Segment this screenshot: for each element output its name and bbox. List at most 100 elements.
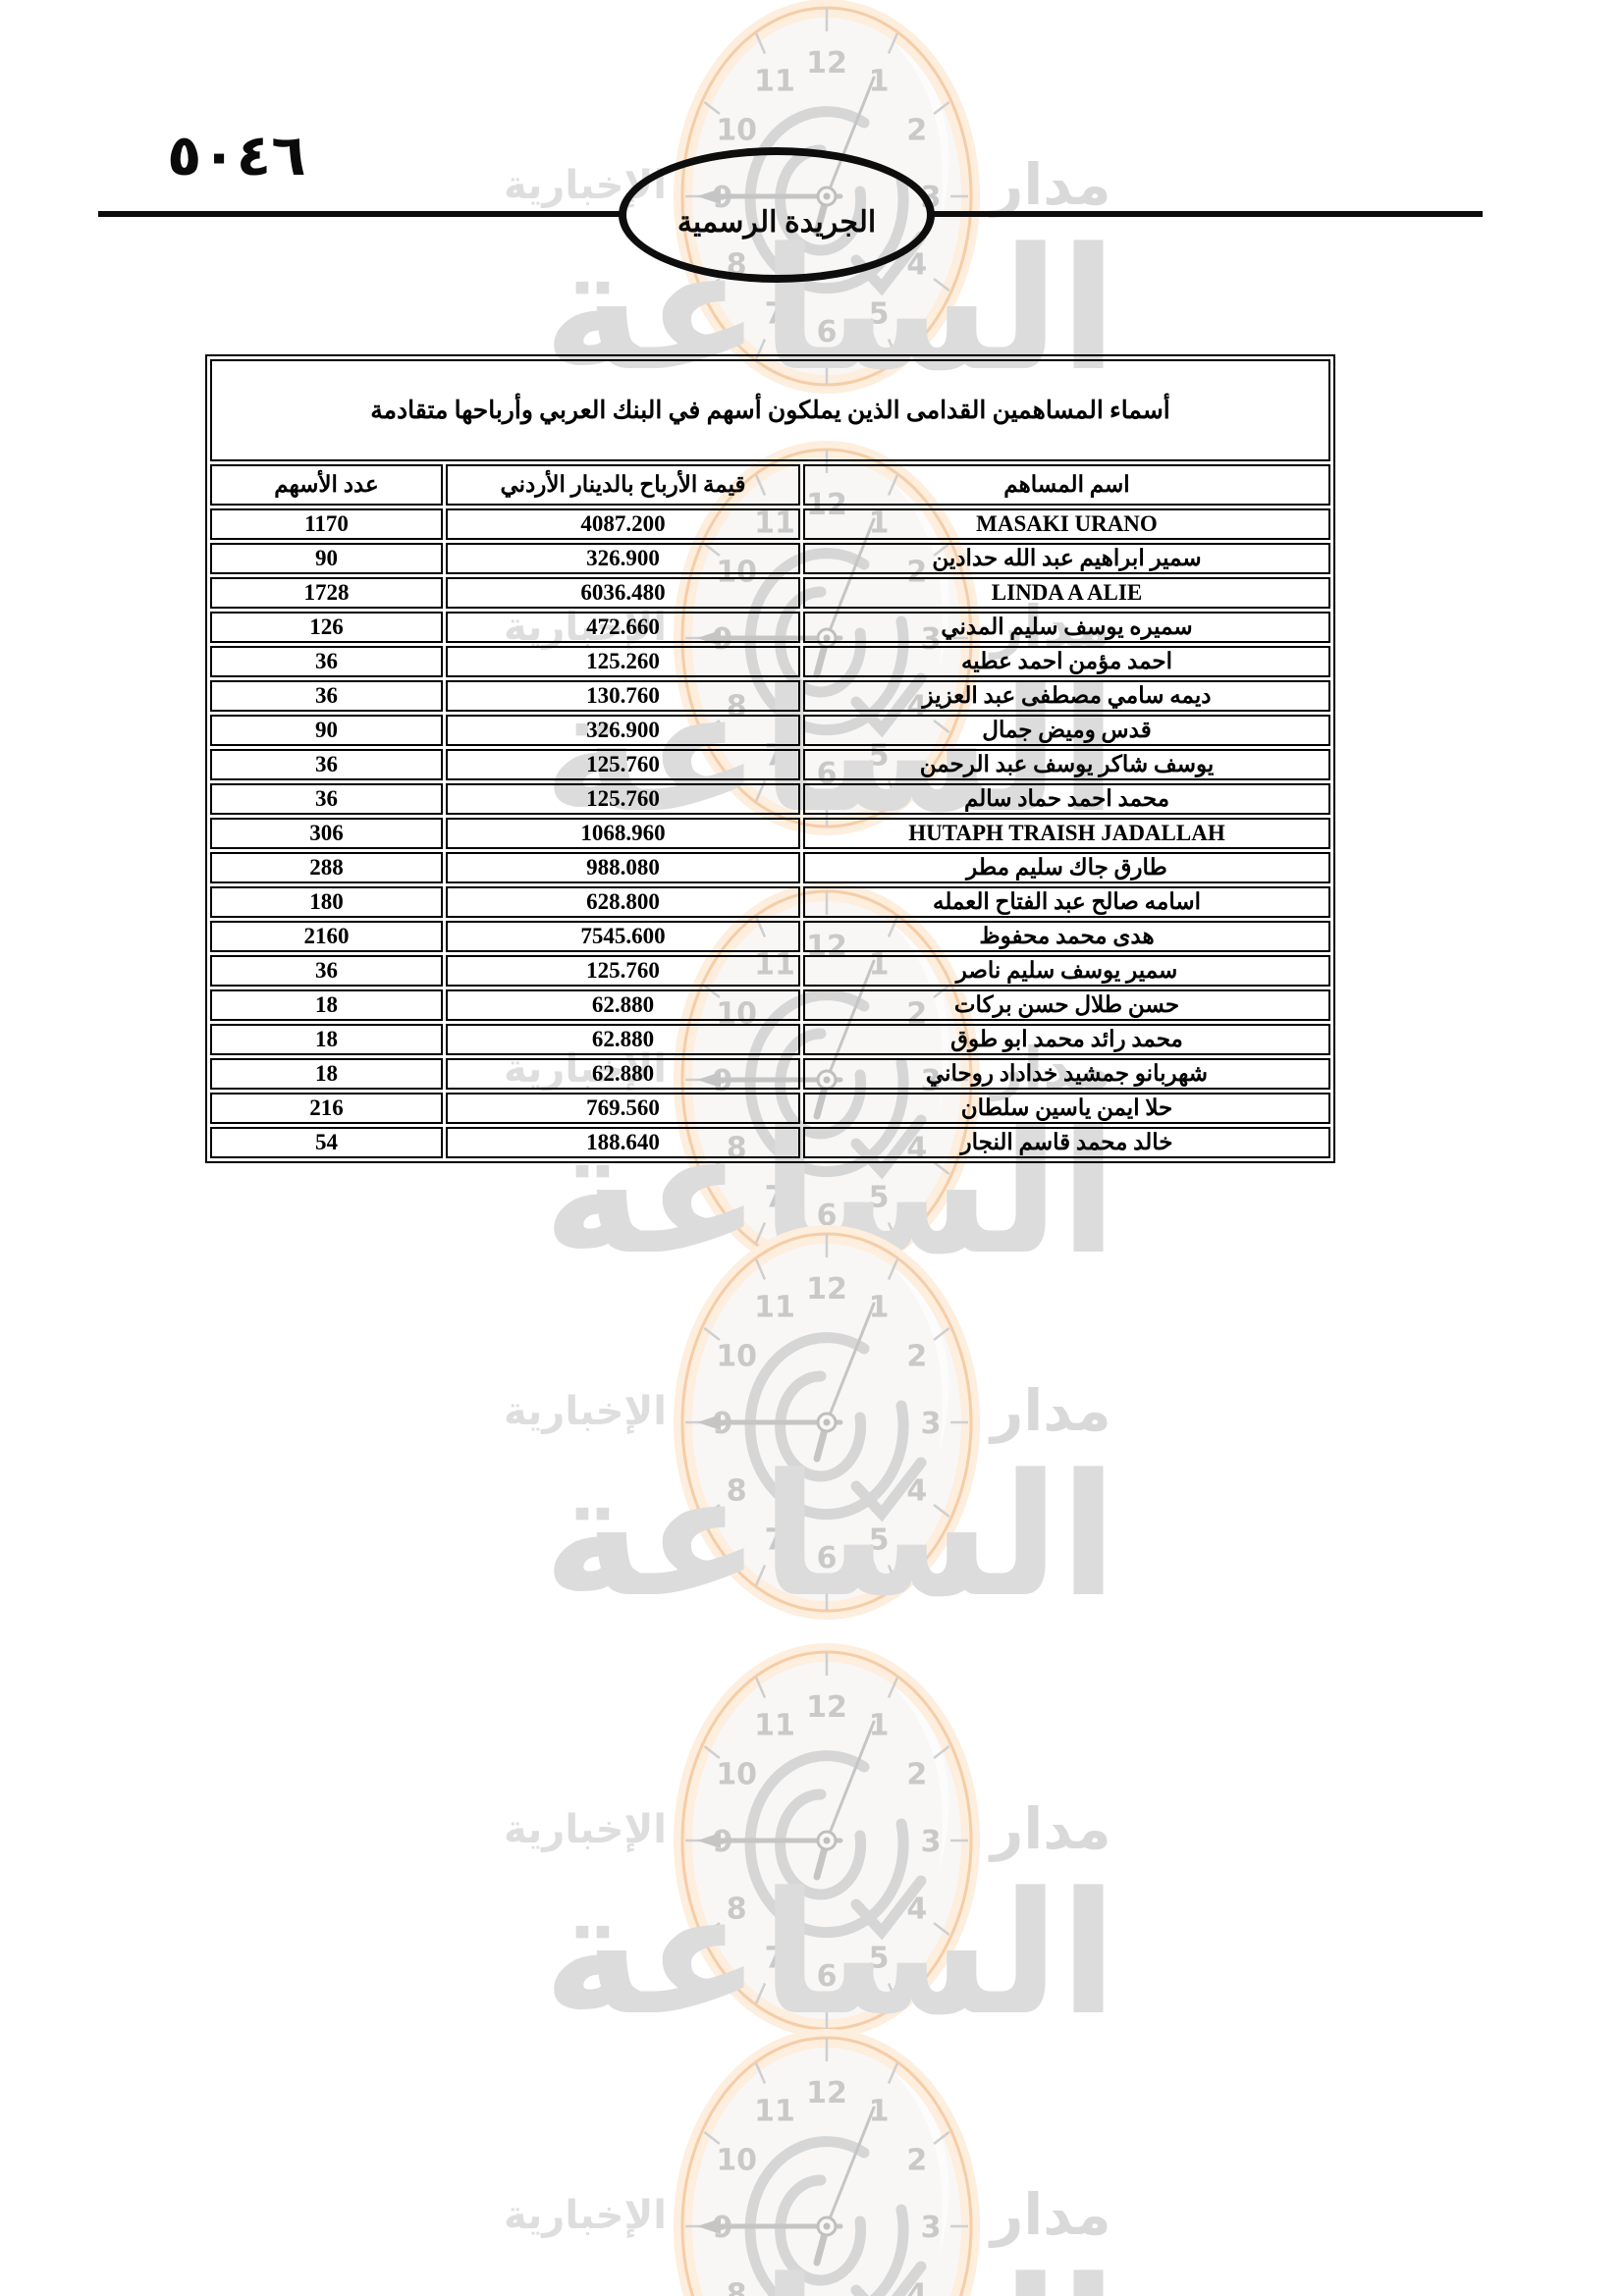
watermark-brand-akhbariya: الإخبارية: [504, 2193, 667, 2238]
name-cell: اسامه صالح عبد الفتاح العمله: [803, 886, 1330, 918]
value-cell: 188.640: [446, 1127, 800, 1158]
shares-cell: 18: [210, 1058, 443, 1090]
table-row: 18 62.880 محمد رائد محمد ابو طوق: [210, 1024, 1330, 1055]
name-cell: هدى محمد محفوظ: [803, 921, 1330, 952]
value-cell: 4087.200: [446, 508, 800, 540]
column-header-value: قيمة الأرباح بالدينار الأردني: [446, 464, 800, 506]
watermark-brand-madar: مدار: [991, 1377, 1111, 1444]
table-row: 126 472.660 سميره يوسف سليم المدني: [210, 612, 1330, 643]
name-cell: سمير ابراهيم عبد الله حدادين: [803, 543, 1330, 574]
shares-cell: 36: [210, 680, 443, 712]
table-row: 1728 6036.480 LINDA A ALIE: [210, 577, 1330, 609]
name-cell: محمد احمد حماد سالم: [803, 783, 1330, 815]
column-header-shares: عدد الأسهم: [210, 464, 443, 506]
shares-cell: 36: [210, 646, 443, 677]
table-row: 36 130.760 ديمه سامي مصطفى عبد العزيز: [210, 680, 1330, 712]
shares-cell: 18: [210, 989, 443, 1021]
masthead-rule-right: [933, 211, 1483, 217]
value-cell: 62.880: [446, 989, 800, 1021]
value-cell: 62.880: [446, 1058, 800, 1090]
table-row: 90 326.900 سمير ابراهيم عبد الله حدادين: [210, 543, 1330, 574]
watermark-brand-madar: مدار: [991, 2181, 1111, 2248]
watermark-brand-alsaa: الساعة: [543, 653, 1117, 850]
shares-cell: 2160: [210, 921, 443, 952]
table-row: 2160 7545.600 هدى محمد محفوظ: [210, 921, 1330, 952]
name-cell: قدس وميض جمال: [803, 715, 1330, 746]
name-cell: احمد مؤمن احمد عطيه: [803, 646, 1330, 677]
table-row: 18 62.880 حسن طلال حسن بركات: [210, 989, 1330, 1021]
table-row: 54 188.640 خالد محمد قاسم النجار: [210, 1127, 1330, 1158]
name-cell: يوسف شاكر يوسف عبد الرحمن: [803, 749, 1330, 780]
shares-cell: 90: [210, 543, 443, 574]
value-cell: 326.900: [446, 543, 800, 574]
watermark-brand-madar: مدار: [991, 593, 1111, 660]
watermark-brand-alsaa: الساعة: [543, 1855, 1117, 2053]
name-cell: طارق جاك سليم مطر: [803, 852, 1330, 883]
name-cell: خالد محمد قاسم النجار: [803, 1127, 1330, 1158]
name-cell: ديمه سامي مصطفى عبد العزيز: [803, 680, 1330, 712]
name-cell: سميره يوسف سليم المدني: [803, 612, 1330, 643]
shares-cell: 216: [210, 1093, 443, 1124]
watermark-brand-akhbariya: الإخبارية: [504, 1389, 667, 1434]
value-cell: 125.760: [446, 955, 800, 987]
table-row: 180 628.800 اسامه صالح عبد الفتاح العمله: [210, 886, 1330, 918]
value-cell: 472.660: [446, 612, 800, 643]
name-cell: محمد رائد محمد ابو طوق: [803, 1024, 1330, 1055]
table-title-row: أسماء المساهمين القدامى الذين يملكون أسه…: [210, 359, 1330, 461]
column-header-name: اسم المساهم: [803, 464, 1330, 506]
table-body: أسماء المساهمين القدامى الذين يملكون أسه…: [210, 359, 1330, 1158]
name-cell: حسن طلال حسن بركات: [803, 989, 1330, 1021]
shares-cell: 126: [210, 612, 443, 643]
value-cell: 62.880: [446, 1024, 800, 1055]
value-cell: 988.080: [446, 852, 800, 883]
shares-cell: 36: [210, 749, 443, 780]
name-cell: شهربانو جمشيد خداداد روحاني: [803, 1058, 1330, 1090]
table-row: 36 125.760 سمير يوسف سليم ناصر: [210, 955, 1330, 987]
value-cell: 628.800: [446, 886, 800, 918]
table-row: 306 1068.960 HUTAPH TRAISH JADALLAH: [210, 818, 1330, 849]
table-row: 90 326.900 قدس وميض جمال: [210, 715, 1330, 746]
shares-cell: 180: [210, 886, 443, 918]
table-title: أسماء المساهمين القدامى الذين يملكون أسه…: [210, 359, 1330, 461]
value-cell: 125.760: [446, 749, 800, 780]
masthead-oval: الجريدة الرسمية: [619, 147, 935, 283]
watermark-brand-alsaa: الساعة: [543, 1437, 1117, 1634]
value-cell: 130.760: [446, 680, 800, 712]
name-cell: LINDA A ALIE: [803, 577, 1330, 609]
table-row: 36 125.760 محمد احمد حماد سالم: [210, 783, 1330, 815]
shares-cell: 306: [210, 818, 443, 849]
table-header-row: عدد الأسهم قيمة الأرباح بالدينار الأردني…: [210, 464, 1330, 506]
value-cell: 6036.480: [446, 577, 800, 609]
shares-cell: 90: [210, 715, 443, 746]
value-cell: 125.760: [446, 783, 800, 815]
masthead-title: الجريدة الرسمية: [677, 205, 877, 239]
name-cell: MASAKI URANO: [803, 508, 1330, 540]
shares-cell: 36: [210, 955, 443, 987]
name-cell: سمير يوسف سليم ناصر: [803, 955, 1330, 987]
table-row: 36 125.260 احمد مؤمن احمد عطيه: [210, 646, 1330, 677]
shares-cell: 1170: [210, 508, 443, 540]
watermark-brand-madar: مدار: [991, 1035, 1111, 1101]
shares-cell: 1728: [210, 577, 443, 609]
value-cell: 326.900: [446, 715, 800, 746]
shares-cell: 18: [210, 1024, 443, 1055]
shares-cell: 36: [210, 783, 443, 815]
value-cell: 125.260: [446, 646, 800, 677]
shares-cell: 288: [210, 852, 443, 883]
value-cell: 769.560: [446, 1093, 800, 1124]
shares-cell: 54: [210, 1127, 443, 1158]
name-cell: حلا ايمن ياسين سلطان: [803, 1093, 1330, 1124]
table-row: 216 769.560 حلا ايمن ياسين سلطان: [210, 1093, 1330, 1124]
table-row: 1170 4087.200 MASAKI URANO: [210, 508, 1330, 540]
watermark-brand-alsaa: الساعة: [543, 2251, 1117, 2296]
table-row: 36 125.760 يوسف شاكر يوسف عبد الرحمن: [210, 749, 1330, 780]
masthead-rule-left: [98, 211, 623, 217]
value-cell: 1068.960: [446, 818, 800, 849]
table-row: 288 988.080 طارق جاك سليم مطر: [210, 852, 1330, 883]
watermark-brand-madar: مدار: [991, 1795, 1111, 1862]
watermark-brand-akhbariya: الإخبارية: [504, 1807, 667, 1852]
shareholders-table: أسماء المساهمين القدامى الذين يملكون أسه…: [205, 354, 1335, 1163]
table-row: 18 62.880 شهربانو جمشيد خداداد روحاني: [210, 1058, 1330, 1090]
value-cell: 7545.600: [446, 921, 800, 952]
